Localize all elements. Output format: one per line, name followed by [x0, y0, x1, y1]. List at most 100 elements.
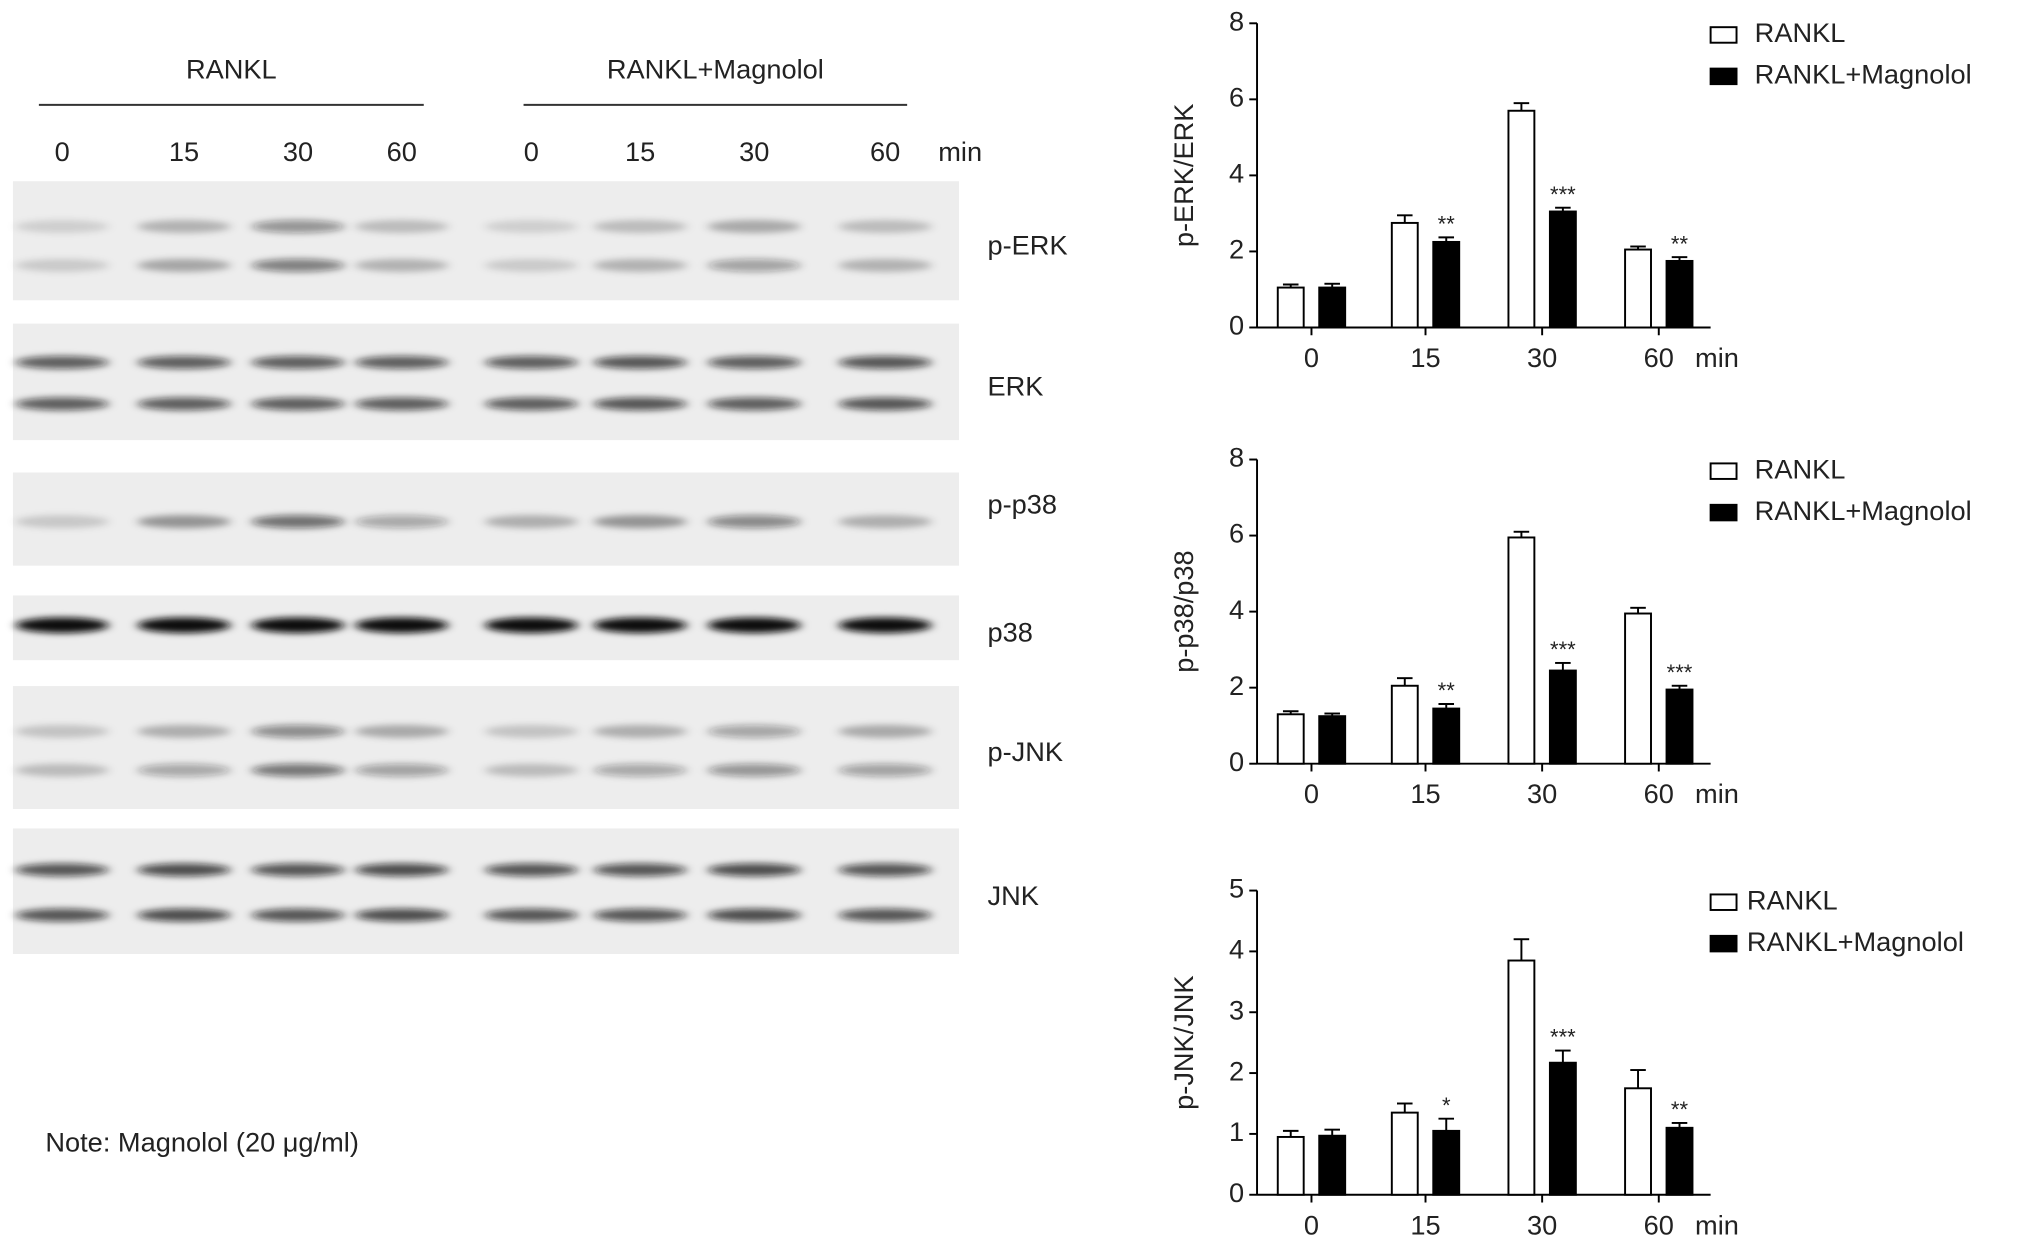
- y-tick-label: 0: [1229, 310, 1244, 341]
- blot-band: [838, 908, 932, 922]
- blot-band: [355, 355, 449, 369]
- bar: [1390, 1111, 1419, 1196]
- blot-band: [838, 220, 932, 233]
- x-tick-label: 60: [1644, 342, 1674, 373]
- bar: [1507, 959, 1536, 1196]
- blot-band: [838, 258, 932, 272]
- y-tick-label: 3: [1229, 994, 1244, 1025]
- blot-band: [593, 355, 687, 369]
- significance-label: ***: [1550, 182, 1576, 207]
- blot-bands: [15, 515, 932, 529]
- blot-band: [15, 863, 109, 877]
- group-label: RANKL: [186, 53, 277, 84]
- blot-bands: [15, 355, 932, 411]
- blot-band: [484, 220, 578, 233]
- x-tick-label: 15: [1410, 342, 1440, 373]
- blot-band: [251, 724, 345, 738]
- y-axis-label: p-ERK/ERK: [1168, 104, 1199, 247]
- blot-band: [15, 355, 109, 369]
- legend-swatch: [1709, 26, 1738, 44]
- y-tick-label: 4: [1229, 158, 1244, 189]
- legend-label: RANKL+Magnolol: [1747, 926, 1964, 957]
- x-tick-label: 15: [1410, 1209, 1440, 1240]
- blot-band: [484, 397, 578, 411]
- blot-band: [484, 355, 578, 369]
- lane-unit: min: [938, 136, 982, 167]
- blot-band: [251, 863, 345, 877]
- bar: [1665, 1126, 1694, 1196]
- blot-band: [137, 355, 231, 369]
- blot-band: [707, 258, 801, 272]
- legend-swatch: [1709, 893, 1738, 911]
- bar: [1432, 240, 1461, 329]
- x-tick-label: 30: [1527, 1209, 1557, 1240]
- blot-band: [838, 515, 932, 529]
- protein-label: JNK: [987, 880, 1038, 911]
- lane-label: 15: [625, 136, 655, 167]
- blot-band: [593, 220, 687, 233]
- blot-band: [355, 863, 449, 877]
- blot-strip: [12, 828, 959, 954]
- blot-band: [484, 908, 578, 922]
- legend-label: RANKL+Magnolol: [1755, 495, 1972, 526]
- blot-band: [251, 258, 345, 272]
- legend-swatch: [1709, 462, 1738, 480]
- blot-band: [838, 724, 932, 738]
- legend-label: RANKL: [1755, 17, 1846, 48]
- protein-label: p38: [987, 616, 1032, 647]
- blot-band: [251, 397, 345, 411]
- blot-band: [355, 763, 449, 777]
- significance-label: ***: [1550, 1025, 1576, 1050]
- legend-swatch: [1709, 503, 1738, 522]
- blot-band: [707, 355, 801, 369]
- blot-band: [593, 863, 687, 877]
- x-axis-label: min: [1695, 778, 1739, 809]
- bar: [1390, 684, 1419, 765]
- blot-band: [15, 515, 109, 529]
- blot-band: [484, 863, 578, 877]
- bar: [1318, 286, 1347, 329]
- blot-band: [593, 908, 687, 922]
- blot-band: [707, 397, 801, 411]
- blot-bands: [15, 724, 932, 777]
- bar: [1507, 109, 1536, 329]
- x-tick-label: 30: [1527, 778, 1557, 809]
- blot-band: [15, 724, 109, 738]
- blot-band: [251, 355, 345, 369]
- blot-band: [484, 763, 578, 777]
- blot-band: [484, 515, 578, 529]
- blot-band: [707, 724, 801, 738]
- y-axis-label: p-p38/p38: [1168, 550, 1199, 672]
- bar: [1276, 713, 1305, 765]
- blot-bands: [15, 617, 932, 633]
- y-tick-label: 2: [1229, 670, 1244, 701]
- blot-band: [137, 763, 231, 777]
- blot-band: [838, 617, 932, 633]
- x-tick-label: 15: [1410, 778, 1440, 809]
- lane-label: 15: [169, 136, 199, 167]
- significance-label: **: [1438, 678, 1456, 703]
- y-tick-label: 5: [1229, 873, 1244, 904]
- blot-band: [251, 220, 345, 233]
- blot-band: [251, 908, 345, 922]
- blot-band: [484, 258, 578, 272]
- blot-band: [838, 863, 932, 877]
- blot-band: [593, 763, 687, 777]
- blot-band: [137, 863, 231, 877]
- y-tick-label: 6: [1229, 82, 1244, 113]
- blot-band: [355, 908, 449, 922]
- bar: [1276, 286, 1305, 329]
- blot-band: [137, 617, 231, 633]
- bar: [1548, 1061, 1577, 1196]
- lane-label: 30: [283, 136, 313, 167]
- bar: [1665, 688, 1694, 765]
- bar: [1432, 1129, 1461, 1196]
- bar: [1318, 1134, 1347, 1196]
- y-tick-label: 0: [1229, 746, 1244, 777]
- blot-band: [251, 617, 345, 633]
- blot-band: [251, 763, 345, 777]
- x-tick-label: 0: [1304, 778, 1319, 809]
- blot-band: [355, 258, 449, 272]
- blot-band: [137, 515, 231, 529]
- legend-label: RANKL: [1755, 453, 1846, 484]
